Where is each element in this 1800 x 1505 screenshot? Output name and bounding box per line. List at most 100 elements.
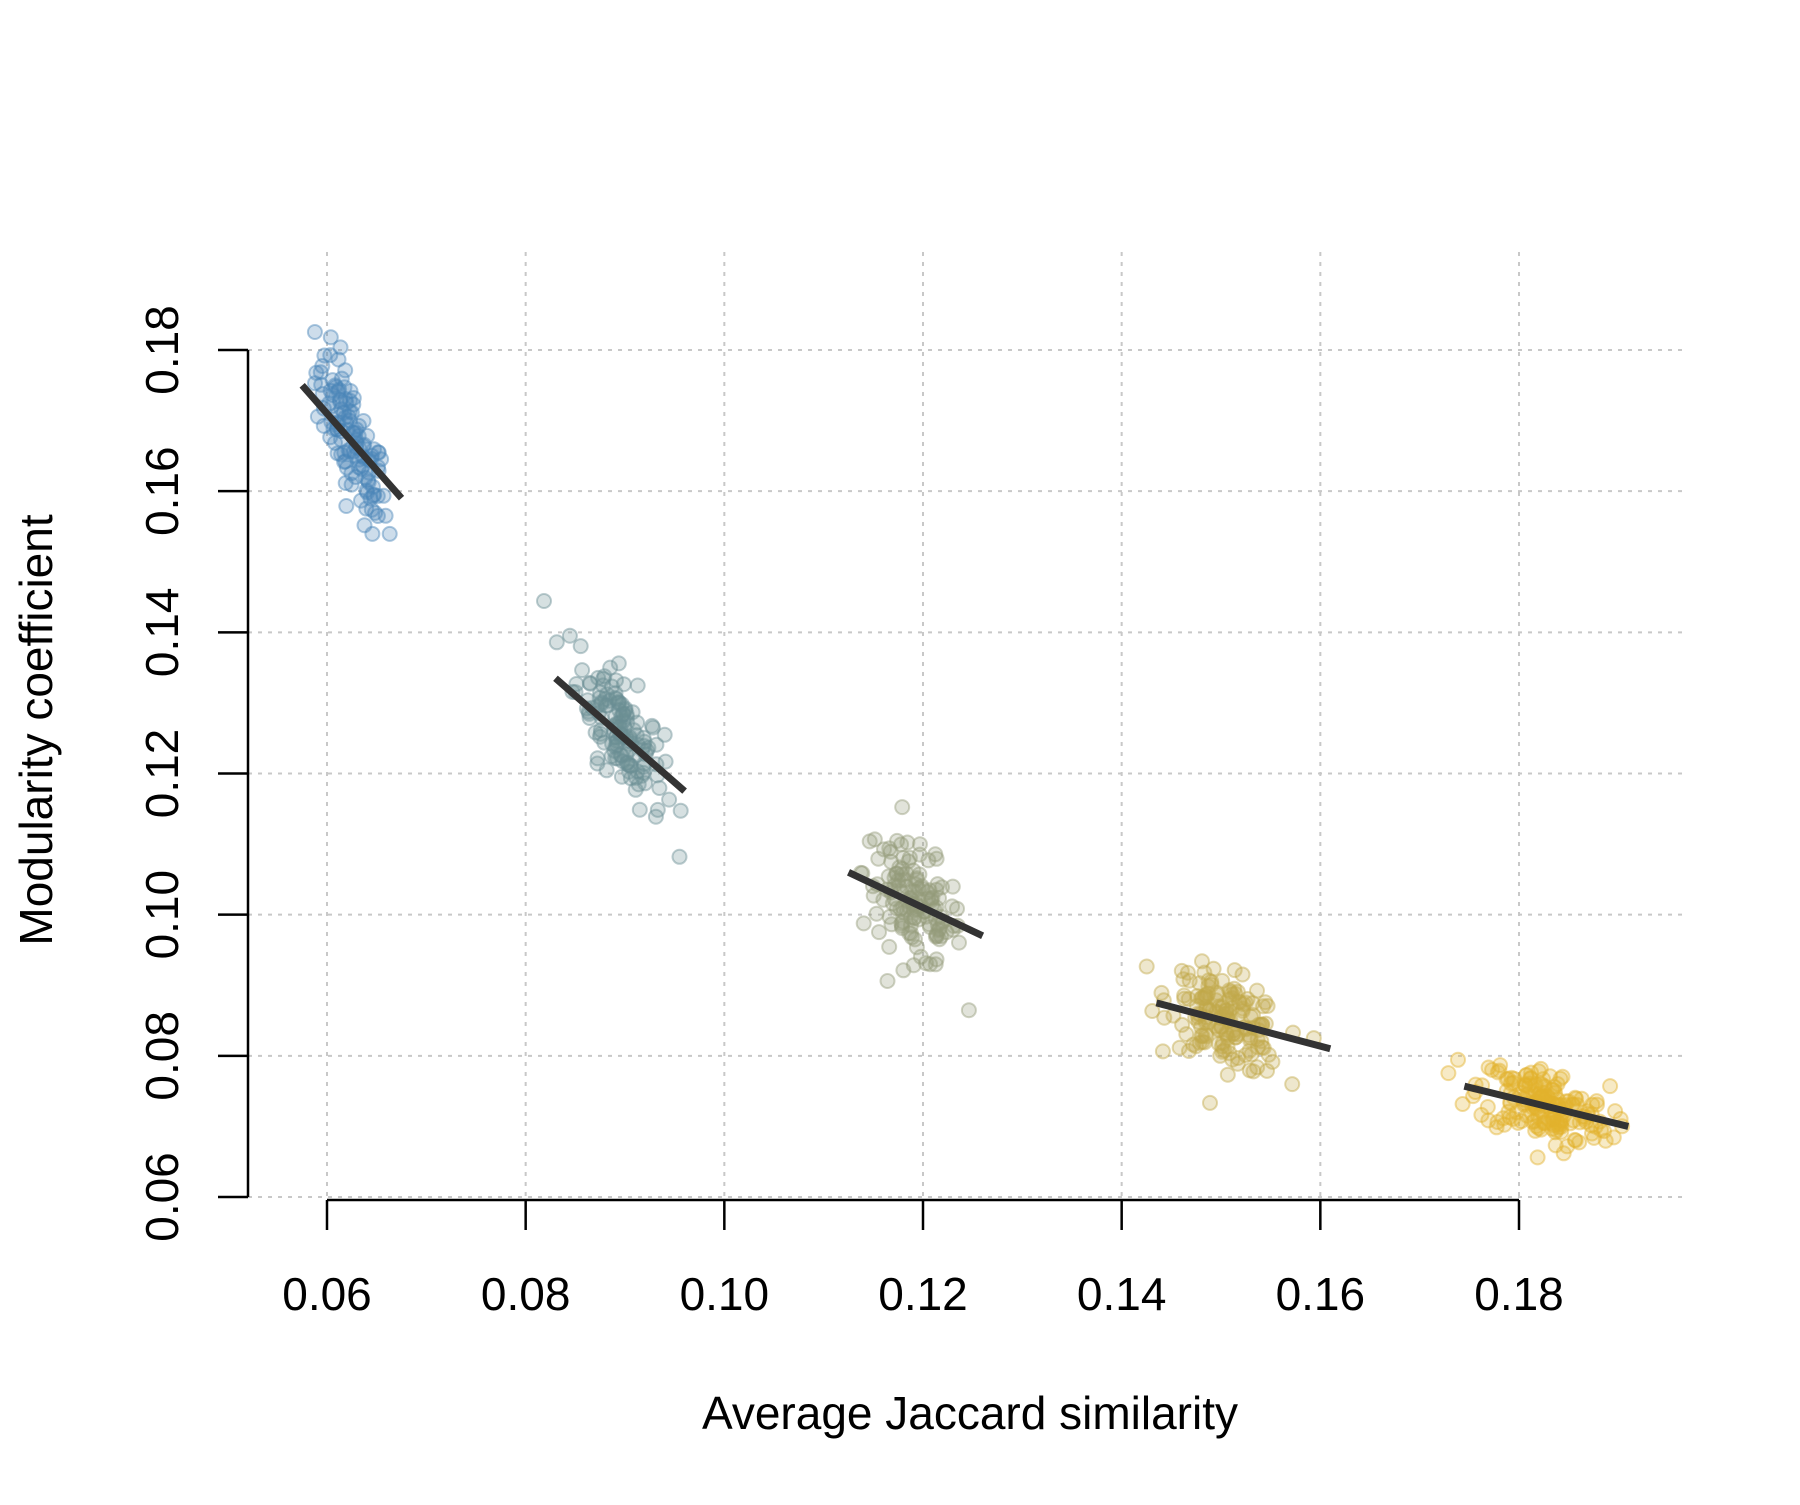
- data-point: [1180, 991, 1197, 1007]
- data-point: [1176, 987, 1193, 1004]
- data-point: [894, 920, 911, 937]
- data-point: [1523, 1105, 1540, 1122]
- y-tick-label: 0.14: [136, 588, 188, 678]
- data-point: [593, 694, 610, 711]
- data-point: [611, 694, 628, 711]
- data-point: [628, 769, 645, 786]
- data-point: [615, 706, 632, 723]
- series-5-points: [1440, 1051, 1631, 1166]
- y-tick-label: 0.12: [136, 729, 188, 819]
- data-point: [1542, 1068, 1559, 1085]
- y-axis-title: Modularity coefficient: [10, 514, 62, 945]
- data-point: [360, 474, 377, 491]
- data-point: [1153, 984, 1170, 1001]
- data-point: [1484, 1061, 1501, 1078]
- data-point: [1548, 1122, 1565, 1139]
- data-point: [572, 638, 589, 655]
- data-point: [1175, 971, 1192, 988]
- data-point: [1567, 1089, 1584, 1106]
- data-point: [1196, 964, 1213, 981]
- data-point: [661, 791, 678, 808]
- data-point: [329, 445, 346, 462]
- data-point: [1589, 1096, 1605, 1113]
- data-point: [635, 764, 652, 781]
- data-point: [1496, 1116, 1513, 1133]
- data-point: [1553, 1123, 1570, 1140]
- data-point: [1499, 1070, 1516, 1087]
- data-point: [1547, 1084, 1564, 1101]
- data-point: [340, 408, 357, 425]
- data-point: [1505, 1074, 1522, 1091]
- data-point: [1544, 1115, 1560, 1132]
- data-point: [1245, 1007, 1261, 1023]
- data-point: [1242, 1032, 1259, 1049]
- data-point: [899, 834, 916, 851]
- data-point: [589, 755, 606, 772]
- data-point: [1607, 1103, 1624, 1120]
- data-point: [924, 889, 941, 906]
- data-point: [633, 767, 650, 784]
- data-point: [1522, 1070, 1539, 1086]
- data-point: [931, 931, 948, 948]
- data-point: [1533, 1121, 1550, 1138]
- data-point: [1189, 988, 1206, 1004]
- data-point: [906, 883, 923, 900]
- y-tick-label: 0.18: [136, 305, 188, 395]
- data-point: [1480, 1059, 1497, 1076]
- data-point: [601, 692, 618, 709]
- data-point: [351, 417, 367, 434]
- data-point: [1259, 1062, 1275, 1079]
- data-point: [656, 726, 673, 743]
- data-point: [607, 708, 624, 725]
- data-point: [618, 755, 635, 772]
- data-point: [337, 391, 354, 407]
- data-point: [359, 427, 376, 444]
- data-point: [865, 887, 882, 904]
- data-point: [1221, 982, 1238, 999]
- data-point: [1546, 1111, 1562, 1128]
- data-point: [592, 722, 609, 738]
- data-point: [894, 799, 911, 816]
- data-point: [1218, 1026, 1235, 1043]
- data-point: [1194, 1028, 1211, 1044]
- data-point: [607, 750, 624, 767]
- data-point: [1545, 1117, 1562, 1134]
- data-point: [1524, 1114, 1541, 1130]
- data-point: [373, 451, 390, 468]
- data-point: [881, 840, 898, 857]
- data-point: [1553, 1112, 1570, 1129]
- data-point: [377, 507, 394, 524]
- data-point: [1209, 986, 1226, 1003]
- data-point: [561, 627, 578, 644]
- data-point: [893, 872, 910, 889]
- data-point: [944, 898, 961, 915]
- data-point: [910, 880, 927, 897]
- y-tick-label: 0.06: [136, 1152, 188, 1242]
- data-point: [1602, 1078, 1619, 1095]
- data-point: [866, 831, 883, 848]
- data-point: [1551, 1119, 1567, 1136]
- data-point: [1234, 1000, 1251, 1017]
- data-point: [1503, 1069, 1520, 1086]
- data-point: [892, 900, 909, 917]
- data-point: [1227, 1029, 1244, 1046]
- data-point: [348, 421, 365, 438]
- data-point: [613, 768, 630, 785]
- data-point: [592, 725, 609, 742]
- data-point: [1224, 990, 1241, 1007]
- data-point: [1210, 1035, 1227, 1052]
- data-point: [592, 728, 608, 745]
- data-point: [1254, 1039, 1271, 1056]
- data-point: [1224, 1051, 1241, 1068]
- data-point: [1549, 1076, 1566, 1092]
- data-point: [630, 776, 647, 793]
- data-point: [602, 659, 619, 676]
- data-point: [1194, 953, 1210, 970]
- data-point: [332, 391, 349, 408]
- data-point: [1498, 1071, 1515, 1088]
- data-point: [1535, 1071, 1552, 1088]
- data-point: [1249, 1039, 1266, 1056]
- data-point: [599, 697, 616, 714]
- data-point: [644, 717, 660, 734]
- data-point: [358, 482, 375, 499]
